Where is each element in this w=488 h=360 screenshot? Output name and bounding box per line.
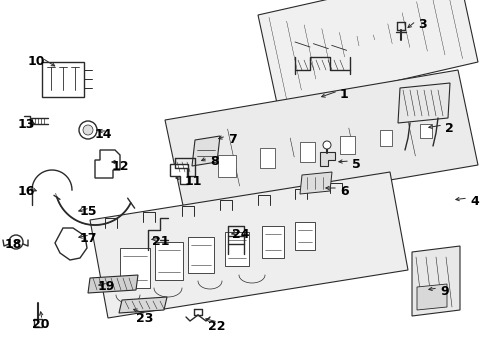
Polygon shape [419, 124, 431, 138]
Text: 3: 3 [417, 18, 426, 31]
Polygon shape [224, 232, 248, 266]
Text: 20: 20 [32, 318, 49, 331]
Text: 2: 2 [444, 122, 453, 135]
Text: 17: 17 [80, 232, 97, 245]
Text: 22: 22 [207, 320, 225, 333]
Circle shape [83, 125, 93, 135]
Text: 12: 12 [112, 160, 129, 173]
Text: 8: 8 [209, 155, 218, 168]
Polygon shape [192, 136, 220, 166]
Text: 7: 7 [227, 133, 236, 146]
Polygon shape [319, 152, 334, 166]
Text: 6: 6 [339, 185, 348, 198]
Text: 16: 16 [18, 185, 35, 198]
Polygon shape [218, 155, 236, 177]
Text: 1: 1 [339, 88, 348, 101]
Text: 5: 5 [351, 158, 360, 171]
Text: 15: 15 [80, 205, 97, 218]
Circle shape [323, 141, 330, 149]
Text: 10: 10 [28, 55, 45, 68]
Text: 9: 9 [439, 285, 447, 298]
Text: 14: 14 [95, 128, 112, 141]
Polygon shape [299, 172, 331, 194]
Circle shape [9, 235, 23, 249]
Polygon shape [379, 130, 391, 146]
Text: 21: 21 [152, 235, 169, 248]
Polygon shape [416, 284, 446, 310]
Circle shape [79, 121, 97, 139]
Polygon shape [187, 237, 214, 273]
Text: 18: 18 [5, 238, 22, 251]
Polygon shape [397, 83, 449, 123]
Polygon shape [120, 248, 150, 288]
Polygon shape [258, 0, 477, 108]
Polygon shape [95, 150, 120, 178]
Polygon shape [411, 246, 459, 316]
Polygon shape [119, 297, 167, 313]
Polygon shape [88, 275, 138, 293]
Polygon shape [55, 228, 87, 260]
Polygon shape [42, 62, 84, 97]
Polygon shape [90, 172, 407, 318]
Polygon shape [299, 142, 314, 162]
Polygon shape [294, 222, 314, 250]
Text: 13: 13 [18, 118, 35, 131]
Polygon shape [262, 226, 284, 258]
Text: 4: 4 [469, 195, 478, 208]
Polygon shape [170, 164, 187, 184]
Text: 23: 23 [136, 312, 153, 325]
Polygon shape [164, 70, 477, 215]
Text: 11: 11 [184, 175, 202, 188]
Polygon shape [339, 136, 354, 154]
Text: 19: 19 [98, 280, 115, 293]
Polygon shape [155, 242, 183, 280]
Text: 24: 24 [231, 228, 249, 241]
Polygon shape [260, 148, 274, 168]
